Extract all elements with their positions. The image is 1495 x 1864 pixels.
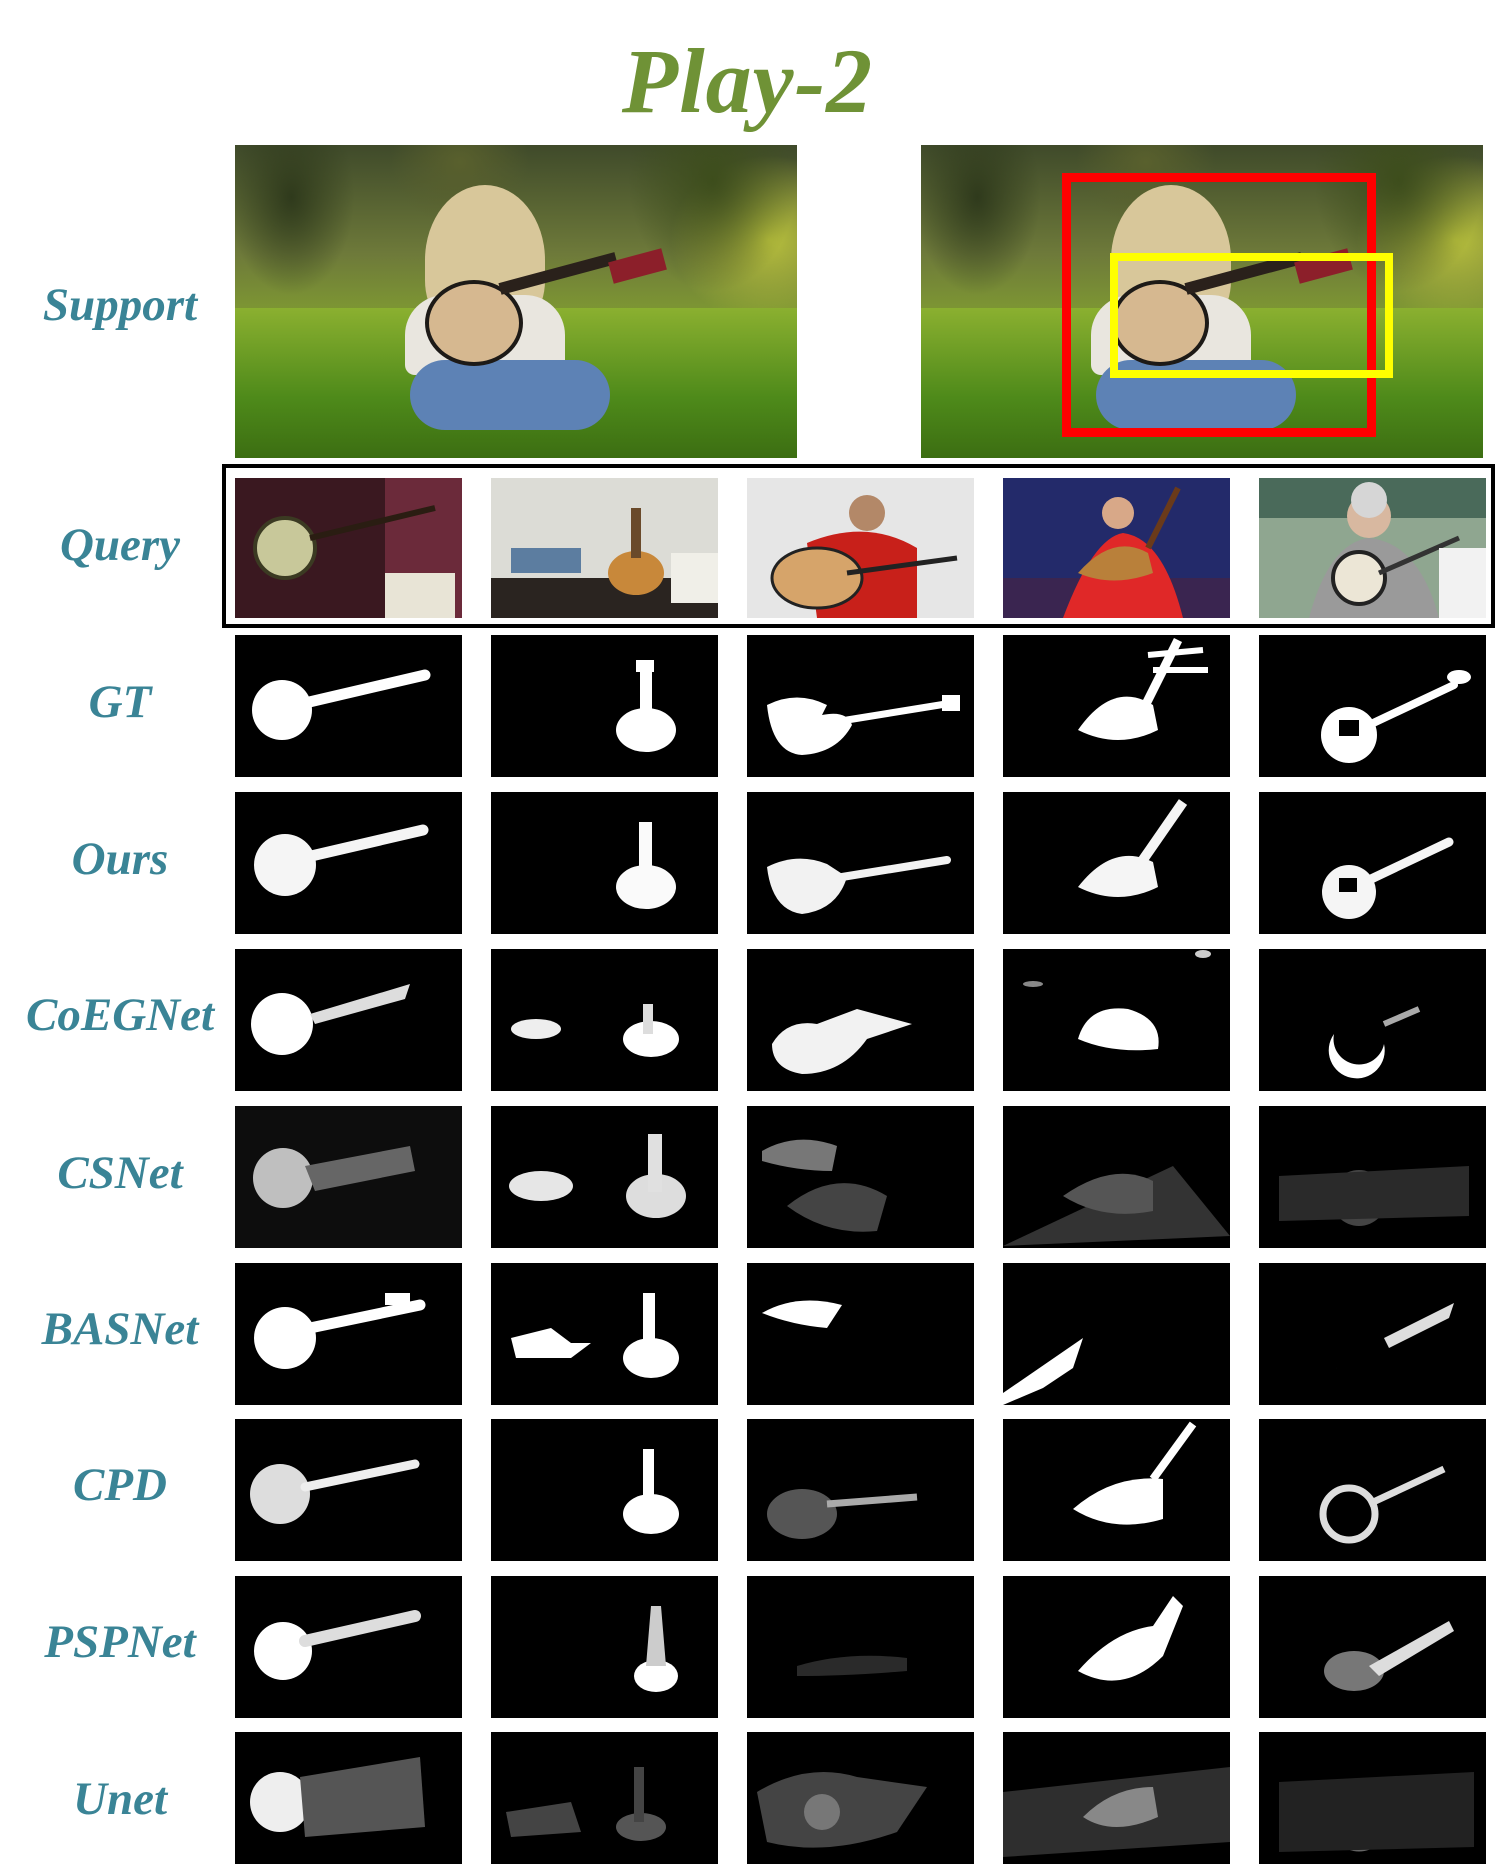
ours-mask-2 bbox=[491, 792, 718, 934]
query-image-3 bbox=[747, 478, 974, 618]
pspnet-mask-3 bbox=[747, 1576, 974, 1718]
coegnet-mask-4 bbox=[1003, 949, 1230, 1091]
row-label-query: Query bbox=[59, 519, 181, 571]
coegnet-mask-3 bbox=[747, 949, 974, 1091]
row-label-gt: GT bbox=[88, 676, 152, 728]
row-label-pspnet: PSPNet bbox=[44, 1616, 196, 1668]
unet-mask-5 bbox=[1259, 1732, 1486, 1864]
unet-mask-1 bbox=[235, 1732, 462, 1864]
yellow-bounding-box bbox=[1110, 253, 1393, 378]
query-image-4 bbox=[1003, 478, 1230, 618]
red-bounding-box bbox=[1062, 173, 1376, 437]
coegnet-mask-5 bbox=[1259, 949, 1486, 1091]
basnet-mask-2 bbox=[491, 1263, 718, 1405]
support-image-annotated bbox=[921, 145, 1483, 458]
pspnet-mask-1 bbox=[235, 1576, 462, 1718]
cpd-mask-2 bbox=[491, 1419, 718, 1561]
gt-mask-5 bbox=[1259, 635, 1486, 777]
pspnet-mask-5 bbox=[1259, 1576, 1486, 1718]
query-image-1 bbox=[235, 478, 462, 618]
row-label-ours: Ours bbox=[71, 833, 169, 885]
row-label-cpd: CPD bbox=[73, 1459, 167, 1511]
basnet-mask-4 bbox=[1003, 1263, 1230, 1405]
ours-mask-1 bbox=[235, 792, 462, 934]
cpd-mask-3 bbox=[747, 1419, 974, 1561]
ours-mask-4 bbox=[1003, 792, 1230, 934]
row-label-basnet: BASNet bbox=[41, 1303, 199, 1355]
row-label-support: Support bbox=[42, 279, 198, 331]
ours-mask-5 bbox=[1259, 792, 1486, 934]
cpd-mask-1 bbox=[235, 1419, 462, 1561]
basnet-mask-5 bbox=[1259, 1263, 1486, 1405]
csnet-mask-3 bbox=[747, 1106, 974, 1248]
csnet-mask-1 bbox=[235, 1106, 462, 1248]
unet-mask-4 bbox=[1003, 1732, 1230, 1864]
unet-mask-3 bbox=[747, 1732, 974, 1864]
support-image-plain bbox=[235, 145, 797, 458]
gt-mask-4 bbox=[1003, 635, 1230, 777]
coegnet-mask-1 bbox=[235, 949, 462, 1091]
basnet-mask-1 bbox=[235, 1263, 462, 1405]
query-image-5 bbox=[1259, 478, 1486, 618]
gt-mask-3 bbox=[747, 635, 974, 777]
coegnet-mask-2 bbox=[491, 949, 718, 1091]
gt-mask-2 bbox=[491, 635, 718, 777]
csnet-mask-4 bbox=[1003, 1106, 1230, 1248]
row-label-coegnet: CoEGNet bbox=[26, 989, 214, 1041]
csnet-mask-5 bbox=[1259, 1106, 1486, 1248]
csnet-mask-2 bbox=[491, 1106, 718, 1248]
basnet-mask-3 bbox=[747, 1263, 974, 1405]
query-frame bbox=[222, 464, 1495, 628]
unet-mask-2 bbox=[491, 1732, 718, 1864]
ours-mask-3 bbox=[747, 792, 974, 934]
query-image-2 bbox=[491, 478, 718, 618]
row-label-csnet: CSNet bbox=[57, 1147, 183, 1199]
figure-title: Play-2 bbox=[621, 30, 874, 132]
cpd-mask-5 bbox=[1259, 1419, 1486, 1561]
gt-mask-1 bbox=[235, 635, 462, 777]
row-label-unet: Unet bbox=[73, 1773, 167, 1825]
cpd-mask-4 bbox=[1003, 1419, 1230, 1561]
pspnet-mask-2 bbox=[491, 1576, 718, 1718]
pspnet-mask-4 bbox=[1003, 1576, 1230, 1718]
